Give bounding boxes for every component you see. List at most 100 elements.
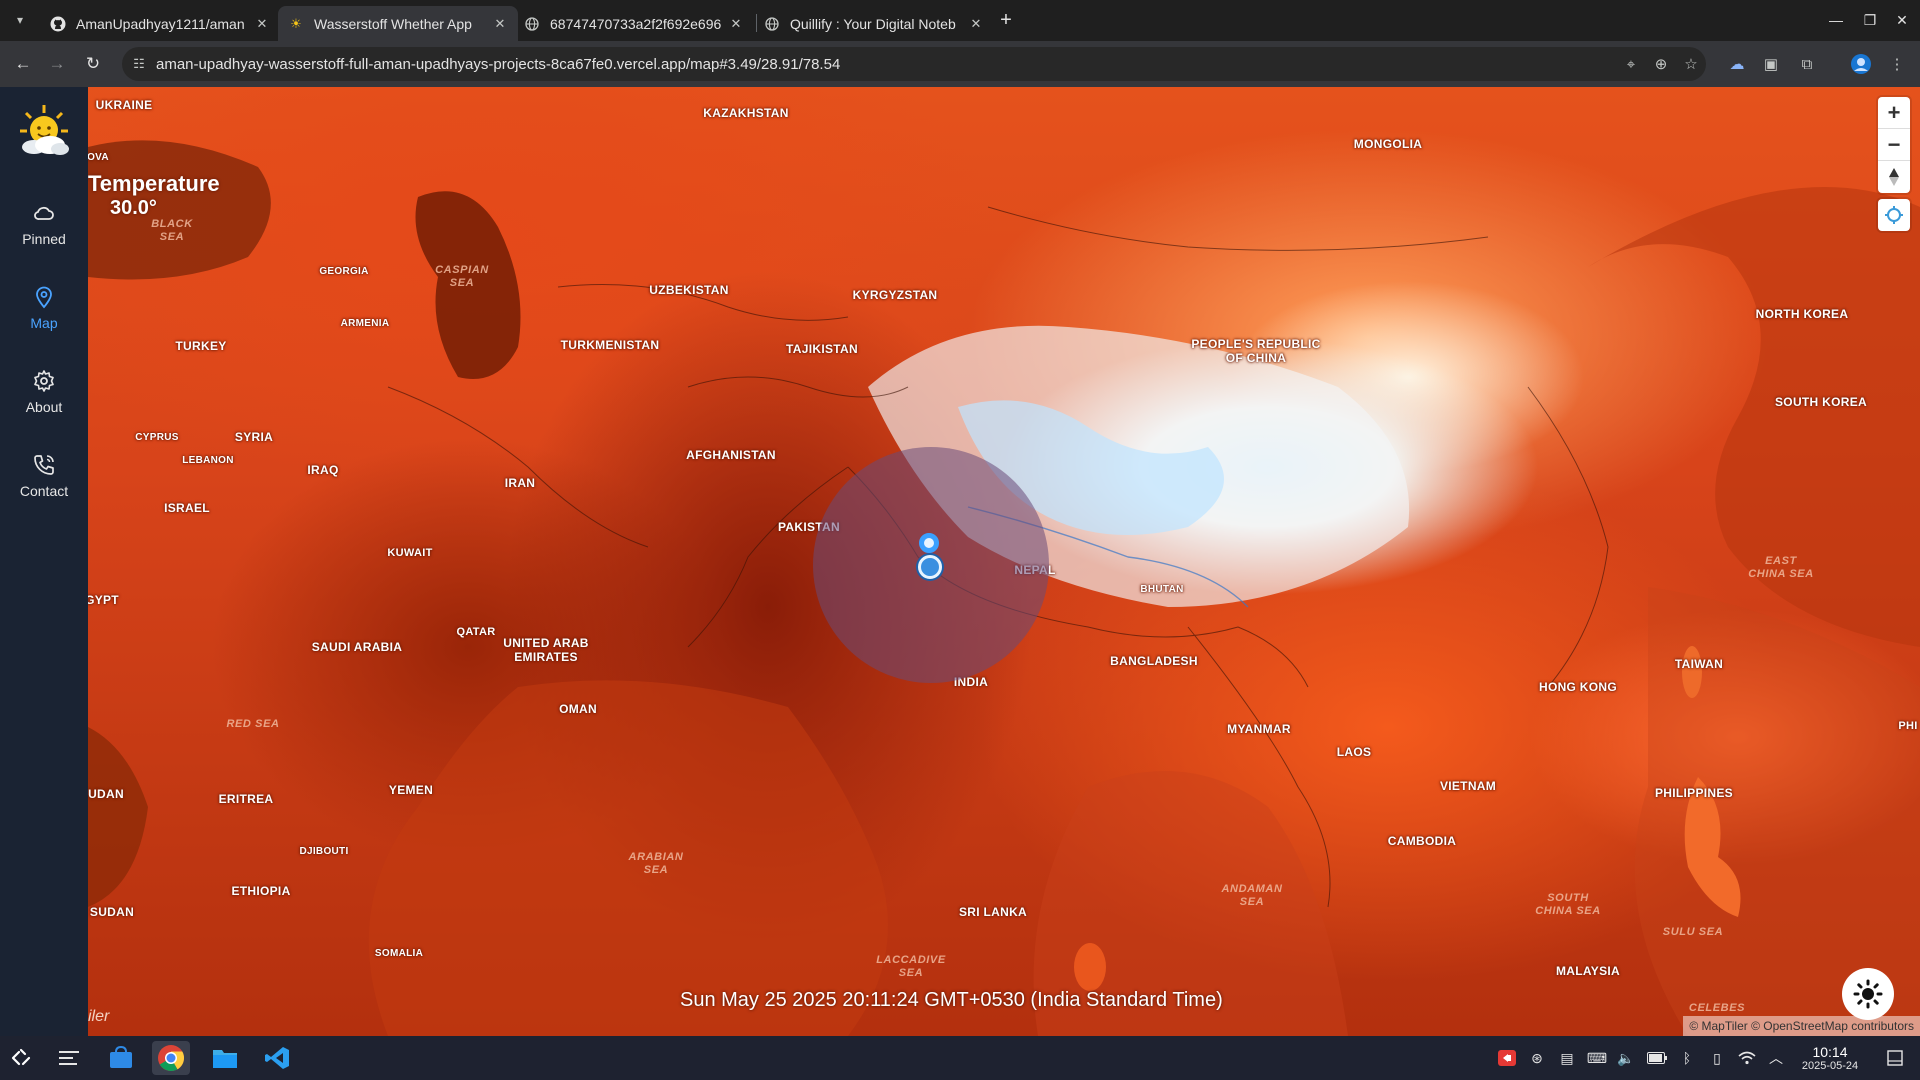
country-label: UZBEKISTAN [649,283,729,297]
zoom-out-icon[interactable]: − [1878,129,1910,161]
restore-icon[interactable]: ❐ [1863,11,1877,28]
sea-label: LACCADIVE [876,954,946,966]
vscode-icon[interactable] [258,1041,296,1075]
country-label: ISRAEL [164,501,210,515]
country-label: AFGHANISTAN [686,448,776,462]
layer-value: 30.0° [110,197,157,219]
close-window-icon[interactable]: ✕ [1896,11,1908,28]
country-label: QATAR [456,626,496,638]
location-icon[interactable]: ⌖ [1626,55,1636,73]
clipboard-icon[interactable]: ▤ [1560,1049,1574,1066]
show-desktop-icon[interactable] [1885,1048,1905,1068]
forward-arrow-icon[interactable]: → [48,54,66,73]
site-info-icon[interactable]: ☷ [133,56,145,71]
tab-quillify[interactable]: Quillify : Your Digital Noteb ✕ [754,6,994,41]
country-label: BANGLADESH [1110,654,1198,668]
reload-icon[interactable]: ↻ [85,54,101,73]
accessibility-icon[interactable]: ⊛ [1531,1049,1543,1066]
tray-expand-chevron-icon[interactable]: ︿ [1769,1050,1783,1066]
country-label: VIETNAM [1439,779,1497,793]
tab-github[interactable]: AmanUpadhyay1211/aman ✕ [40,6,280,41]
country-label: CAMBODIA [1387,834,1457,848]
app-launcher-icon[interactable] [2,1041,40,1075]
new-tab-plus-icon[interactable]: + [1000,8,1012,31]
bookmark-star-icon[interactable]: ☆ [1684,56,1698,73]
tab-close-icon[interactable]: ✕ [970,15,982,31]
sidebar-item-pinned[interactable]: Pinned [0,189,88,259]
tab-close-icon[interactable]: ✕ [494,15,506,31]
kebab-menu-icon[interactable]: ⋮ [1889,56,1905,73]
battery-icon[interactable] [1647,1048,1667,1068]
country-label: TURKMENISTAN [560,338,660,352]
usb-drive-icon[interactable]: ▯ [1713,1049,1721,1066]
profile-avatar[interactable] [1850,53,1872,75]
sidebar-item-label: About [25,399,63,415]
extension-square-icon[interactable]: ▣ [1763,56,1779,73]
browser-toolbar: ← → ↻ ☷ aman-upadhyay-wasserstoff-full-a… [0,41,1920,87]
sidebar-item-map[interactable]: Map [0,273,88,343]
volume-icon[interactable]: 🔈 [1617,1049,1635,1066]
country-label: TAIWAN [1674,657,1724,671]
country-label: SYRIA [234,430,274,444]
map-attribution[interactable]: © MapTiler © OpenStreetMap contributors [1683,1016,1920,1036]
tab-title: Wasserstoff Whether App [314,15,472,32]
country-label: UNITED ARAB [503,636,589,650]
country-label: IRAQ [307,463,339,477]
extensions-puzzle-icon[interactable]: ⧉ [1801,55,1813,73]
country-label: PHI [1898,720,1918,732]
country-label: OMAN [559,702,597,716]
sun-icon [1853,979,1883,1009]
country-label: SAUDI ARABIA [311,640,403,654]
philippines-shape [1684,777,1741,917]
sea-label: CHINA SEA [1535,905,1601,917]
file-manager-icon[interactable] [206,1041,244,1075]
country-label: KYRGYZSTAN [852,288,938,302]
geolocate-icon[interactable] [1878,199,1910,231]
wifi-icon[interactable] [1737,1048,1757,1068]
country-label: DJIBOUTI [299,846,349,857]
country-label: BHUTAN [1140,584,1184,595]
sea-label: SEA [159,231,185,243]
tab-search-chevron-icon[interactable]: ▾ [16,13,24,27]
pinned-location-marker[interactable] [919,533,939,553]
keyboard-icon[interactable]: ⌨ [1586,1049,1608,1066]
app-logo[interactable] [16,103,72,159]
zoom-in-icon[interactable]: + [1878,97,1910,129]
back-arrow-icon[interactable]: ← [14,54,32,73]
maptiler-logo[interactable]: iler [88,1008,110,1025]
country-label: PHILIPPINES [1655,786,1733,800]
sidebar-item-about[interactable]: About [0,357,88,427]
screen-recorder-icon[interactable] [1497,1048,1517,1068]
tab-separator [756,14,757,32]
sidebar-item-contact[interactable]: Contact [0,441,88,511]
current-location-marker[interactable] [918,555,942,579]
sea-label: CELEBES [1688,1002,1746,1014]
chrome-icon[interactable] [152,1041,190,1075]
tab-image[interactable]: 68747470733a2f2f692e696 ✕ [514,6,754,41]
github-icon [50,16,66,32]
taiwan-shape [1682,646,1702,698]
country-label: UKRAINE [95,98,153,112]
tab-close-icon[interactable]: ✕ [730,15,742,31]
theme-toggle-button[interactable] [1842,968,1894,1020]
discover-store-icon[interactable] [102,1041,140,1075]
extension-cloud-icon[interactable]: ☁ [1729,56,1745,73]
clock-date[interactable]: 2025-05-24 [1801,1060,1859,1072]
country-label: HONG KONG [1538,680,1618,694]
country-label: SOUTH KOREA [1775,395,1867,409]
clock-time[interactable]: 10:14 [1812,1044,1848,1060]
tab-strip: ▾ AmanUpadhyay1211/aman ✕ ☀ Wasserstoff … [0,0,1920,41]
temperature-map[interactable]: Temperature 30.0° UKRAINE KAZAKHSTAN MON… [88,87,1920,1036]
globe-icon [764,16,780,32]
tab-wasserstoff[interactable]: ☀ Wasserstoff Whether App ✕ [278,6,518,41]
tab-close-icon[interactable]: ✕ [256,15,268,31]
url-text[interactable]: aman-upadhyay-wasserstoff-full-aman-upad… [156,55,841,73]
cloud-icon [34,206,54,220]
minimize-icon[interactable]: — [1829,12,1843,28]
compass-icon[interactable] [1878,161,1910,193]
bluetooth-icon[interactable]: ᛒ [1682,1050,1692,1066]
task-manager-icon[interactable] [50,1041,88,1075]
gear-icon [34,370,54,392]
address-bar[interactable]: ☷ aman-upadhyay-wasserstoff-full-aman-up… [122,47,1706,81]
zoom-icon[interactable]: ⊕ [1654,56,1668,73]
